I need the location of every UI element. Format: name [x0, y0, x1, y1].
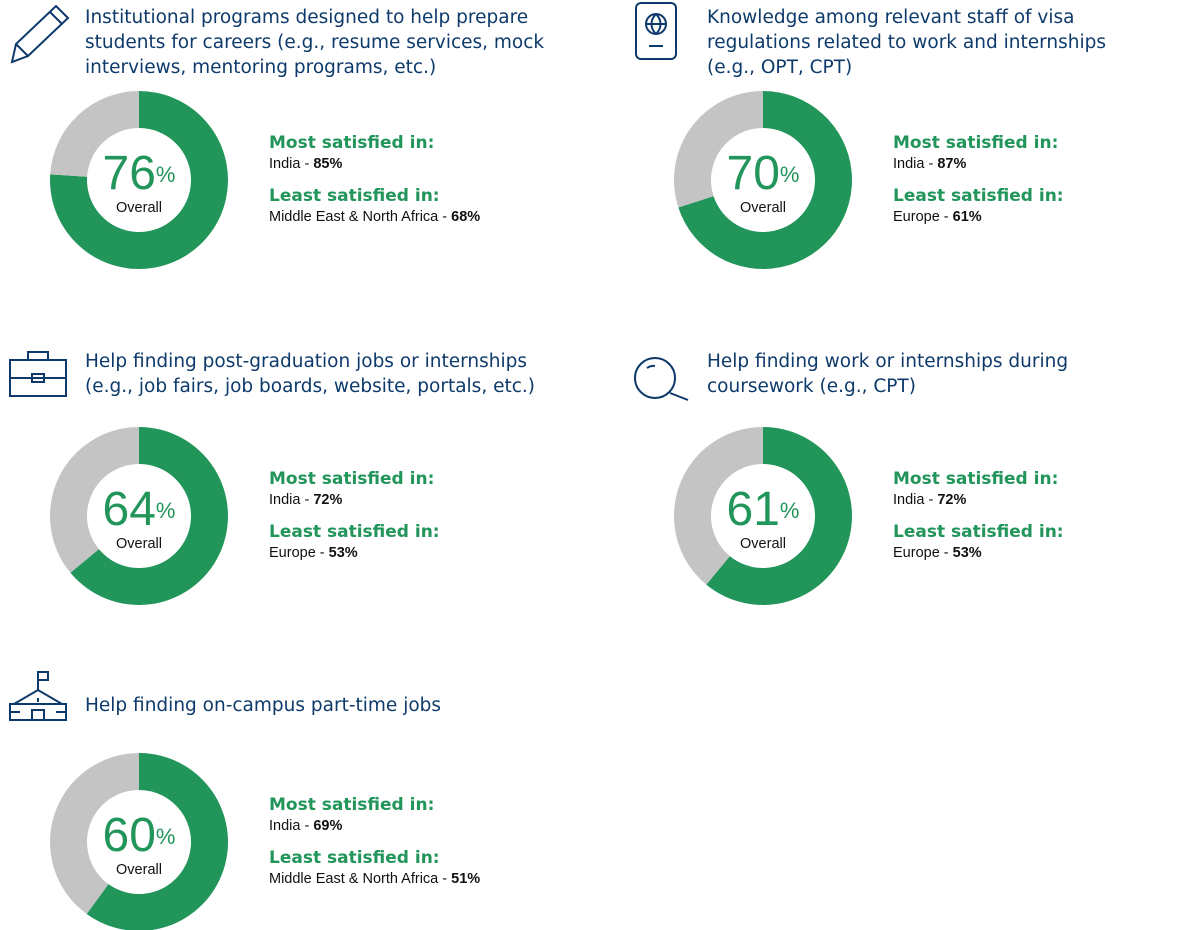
donut-segment — [50, 91, 139, 177]
donut-segment — [50, 91, 229, 270]
value-label: 53% — [329, 545, 358, 561]
center-number: 61 — [727, 483, 780, 536]
chart-title: students for careers (e.g., resume servi… — [85, 32, 544, 53]
center-value: 70% — [727, 147, 800, 200]
passport-icon — [635, 2, 677, 60]
region: Europe - — [893, 545, 953, 561]
briefcase-icon — [9, 351, 67, 397]
chart-title: (e.g., job fairs, job boards, website, p… — [85, 376, 535, 397]
region: India - — [269, 818, 313, 834]
donut-segment — [678, 91, 853, 269]
most-heading: Most satisfied in: — [893, 133, 1058, 153]
donut-segment — [674, 427, 763, 585]
region: Europe - — [893, 209, 953, 225]
least-line: Middle East & North Africa - 68% — [269, 209, 480, 225]
least-heading: Least satisfied in: — [893, 186, 1064, 206]
least-heading: Least satisfied in: — [893, 522, 1064, 542]
least-heading: Least satisfied in: — [269, 522, 440, 542]
least-line: Europe - 53% — [269, 545, 358, 561]
chart-title: (e.g., OPT, CPT) — [707, 57, 852, 78]
region: Middle East & North Africa - — [269, 871, 451, 887]
donut-segment — [674, 91, 763, 208]
region: India - — [269, 156, 313, 172]
chart-title: Help finding on-campus part-time jobs — [85, 695, 441, 716]
most-heading: Most satisfied in: — [269, 795, 434, 815]
region: Europe - — [269, 545, 329, 561]
most-heading: Most satisfied in: — [893, 469, 1058, 489]
center-unit: % — [780, 162, 800, 187]
magnifier-icon — [634, 357, 689, 401]
center-value: 64% — [103, 483, 176, 536]
value-label: 69% — [313, 818, 342, 834]
center-unit: % — [780, 498, 800, 523]
most-line: India - 72% — [893, 492, 966, 508]
chart-title: Help finding post-graduation jobs or int… — [85, 351, 527, 372]
center-unit: % — [156, 824, 176, 849]
donut-segment — [49, 427, 139, 573]
donut-segment — [86, 753, 228, 930]
school-icon — [9, 671, 67, 721]
center-number: 76 — [103, 147, 156, 200]
center-unit: % — [156, 162, 176, 187]
chart-title: interviews, mentoring programs, etc.) — [85, 57, 436, 78]
least-heading: Least satisfied in: — [269, 186, 440, 206]
center-value: 61% — [727, 483, 800, 536]
center-label: Overall — [116, 862, 162, 878]
donut-segment — [70, 427, 229, 605]
pencil-icon — [10, 4, 70, 64]
center-value: 76% — [103, 147, 176, 200]
value-label: 68% — [451, 209, 480, 225]
center-label: Overall — [740, 536, 786, 552]
most-line: India - 85% — [269, 156, 342, 172]
most-line: India - 72% — [269, 492, 342, 508]
region: India - — [893, 492, 937, 508]
center-number: 64 — [103, 483, 156, 536]
value-label: 53% — [953, 545, 982, 561]
most-line: India - 69% — [269, 818, 342, 834]
center-label: Overall — [116, 536, 162, 552]
least-heading: Least satisfied in: — [269, 848, 440, 868]
value-label: 72% — [313, 492, 342, 508]
chart-title: Help finding work or internships during — [707, 351, 1068, 372]
least-line: Europe - 61% — [893, 209, 982, 225]
chart-title: coursework (e.g., CPT) — [707, 376, 916, 397]
value-label: 61% — [953, 209, 982, 225]
region: India - — [893, 156, 937, 172]
center-value: 60% — [103, 809, 176, 862]
chart-title: regulations related to work and internsh… — [707, 32, 1106, 53]
most-line: India - 87% — [893, 156, 966, 172]
donut-segment — [49, 753, 139, 915]
value-label: 72% — [937, 492, 966, 508]
center-number: 60 — [103, 809, 156, 862]
most-heading: Most satisfied in: — [269, 133, 434, 153]
value-label: 87% — [937, 156, 966, 172]
donut-segment — [706, 427, 853, 605]
least-line: Middle East & North Africa - 51% — [269, 871, 480, 887]
center-label: Overall — [116, 200, 162, 216]
center-label: Overall — [740, 200, 786, 216]
center-unit: % — [156, 498, 176, 523]
region: Middle East & North Africa - — [269, 209, 451, 225]
center-number: 70 — [727, 147, 780, 200]
chart-title: Institutional programs designed to help … — [85, 7, 528, 28]
value-label: 51% — [451, 871, 480, 887]
value-label: 85% — [313, 156, 342, 172]
chart-title: Knowledge among relevant staff of visa — [707, 7, 1074, 28]
least-line: Europe - 53% — [893, 545, 982, 561]
most-heading: Most satisfied in: — [269, 469, 434, 489]
region: India - — [269, 492, 313, 508]
